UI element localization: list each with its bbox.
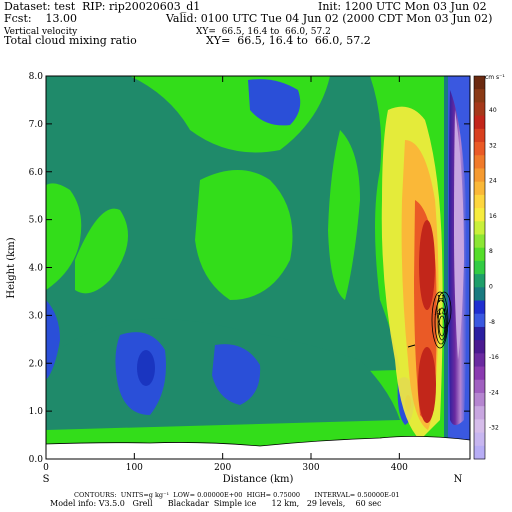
colorbar-label: -32 <box>489 425 499 432</box>
colorbar-swatch <box>474 115 485 130</box>
colorbar-swatch <box>474 432 485 447</box>
colorbar-label: 32 <box>489 142 497 149</box>
colorbar-swatch <box>474 194 485 209</box>
colorbar-swatch <box>474 419 485 434</box>
y-tick-label: 3.0 <box>29 311 44 321</box>
colorbar-frame <box>473 75 486 460</box>
updraft-core-upper <box>419 220 435 310</box>
x-tick-label: 100 <box>126 463 143 473</box>
x-tick-label: 300 <box>302 463 319 473</box>
colorbar-unit: cm s⁻¹ <box>485 74 505 81</box>
colorbar-swatch <box>474 313 485 328</box>
colorbar-label: -24 <box>489 389 499 396</box>
colorbar-swatch <box>474 76 485 90</box>
colorbar-label: 24 <box>489 178 497 185</box>
green-patch-left <box>46 183 82 290</box>
colorbar-swatch <box>474 445 485 460</box>
colorbar-swatch <box>474 406 485 420</box>
colorbar: 40 32 24 16 8 0 -8 -16 -24 -32 <box>473 75 499 460</box>
model-info: Model info: V3.5.0 Grell Blackadar Simpl… <box>50 499 382 508</box>
colorbar-swatch <box>474 168 485 183</box>
colorbar-swatch <box>474 353 485 368</box>
valid-time: Valid: 0100 UTC Tue 04 Jun 02 (2000 CDT … <box>166 12 493 25</box>
colorbar-swatch <box>474 392 485 407</box>
x-tick-label: 200 <box>214 463 231 473</box>
colorbar-swatch <box>474 287 485 302</box>
y-tick-label: 0.0 <box>29 455 44 465</box>
y-tick-label: 1.0 <box>29 407 44 417</box>
colorbar-swatch <box>474 221 485 235</box>
colorbar-swatch <box>474 260 485 275</box>
terrain <box>46 436 470 459</box>
y-axis-label: Height (km) <box>6 237 17 298</box>
colorbar-swatch <box>474 326 485 341</box>
colorbar-swatch <box>474 379 485 394</box>
y-axis: 0.0 1.0 2.0 3.0 4.0 5.0 6.0 7.0 8.0 <box>29 72 470 465</box>
blue-cell-top <box>248 79 301 126</box>
x-axis: 0 100 200 300 400 <box>43 76 408 473</box>
x-axis-label: Distance (km) <box>223 474 294 485</box>
colorbar-label: 40 <box>489 107 497 114</box>
colorbar-swatch <box>474 300 485 315</box>
dataset-line: Dataset: test RIP: rip20020603_d1 <box>4 0 201 13</box>
y-tick-label: 7.0 <box>29 120 44 130</box>
colorbar-label: -8 <box>489 319 495 326</box>
contour-info: CONTOURS: UNITS=g kg⁻¹ LOW= 0.00000E+00 … <box>74 491 400 499</box>
init-time: Init: 1200 UTC Mon 03 Jun 02 <box>318 0 487 13</box>
cloud-contours <box>431 291 452 349</box>
max-value: .44 <box>434 308 447 317</box>
colorbar-swatch <box>474 128 485 143</box>
blue-cell-far-left <box>46 300 60 380</box>
y-tick-label: 8.0 <box>29 72 44 82</box>
colorbar-swatch <box>474 340 485 354</box>
colorbar-swatch <box>474 155 485 169</box>
colorbar-swatch <box>474 366 485 381</box>
y-tick-label: 2.0 <box>29 359 44 369</box>
plot-field <box>46 76 470 459</box>
y-tick-label: 5.0 <box>29 216 44 226</box>
right-endpoint-label: N <box>454 474 463 485</box>
y-tick-label: 6.0 <box>29 168 44 178</box>
colorbar-label: 0 <box>489 284 493 291</box>
colorbar-swatch <box>474 102 485 117</box>
field-name-1: Vertical velocity <box>4 27 78 37</box>
max-marker: H <box>437 295 445 305</box>
y-tick-label: 4.0 <box>29 264 44 274</box>
colorbar-label: 8 <box>489 248 493 255</box>
colorbar-swatch <box>474 142 485 156</box>
colorbar-swatch <box>474 274 485 288</box>
green-patch-left-2 <box>75 208 128 294</box>
blue-cell-left-core <box>137 350 155 386</box>
green-patch-center <box>195 170 293 300</box>
forecast-hour: Fcst: 13.00 <box>4 12 78 25</box>
colorbar-swatch <box>474 247 485 262</box>
left-endpoint-label: S <box>43 474 50 485</box>
cross-section-xy-1: XY= 66.5, 16.4 to 66.0, 57.2 <box>196 27 331 37</box>
downdraft-light-core <box>454 110 464 360</box>
colorbar-label: -16 <box>489 354 499 361</box>
colorbar-swatch <box>474 208 485 222</box>
colorbar-swatch <box>474 234 485 249</box>
colorbar-label: 16 <box>489 213 497 220</box>
x-tick-label: 400 <box>391 463 408 473</box>
blue-cell-center <box>212 344 261 405</box>
colorbar-swatch <box>474 89 485 103</box>
colorbar-swatch <box>474 181 485 196</box>
cross-section-xy-2: XY= 66.5, 16.4 to 66.0, 57.2 <box>206 34 371 47</box>
green-patch-right <box>328 130 360 300</box>
x-tick-label: 0 <box>43 463 49 473</box>
field-name-2: Total cloud mixing ratio <box>4 34 137 47</box>
zero-line-band <box>444 76 448 440</box>
updraft-core-lower <box>418 347 436 423</box>
